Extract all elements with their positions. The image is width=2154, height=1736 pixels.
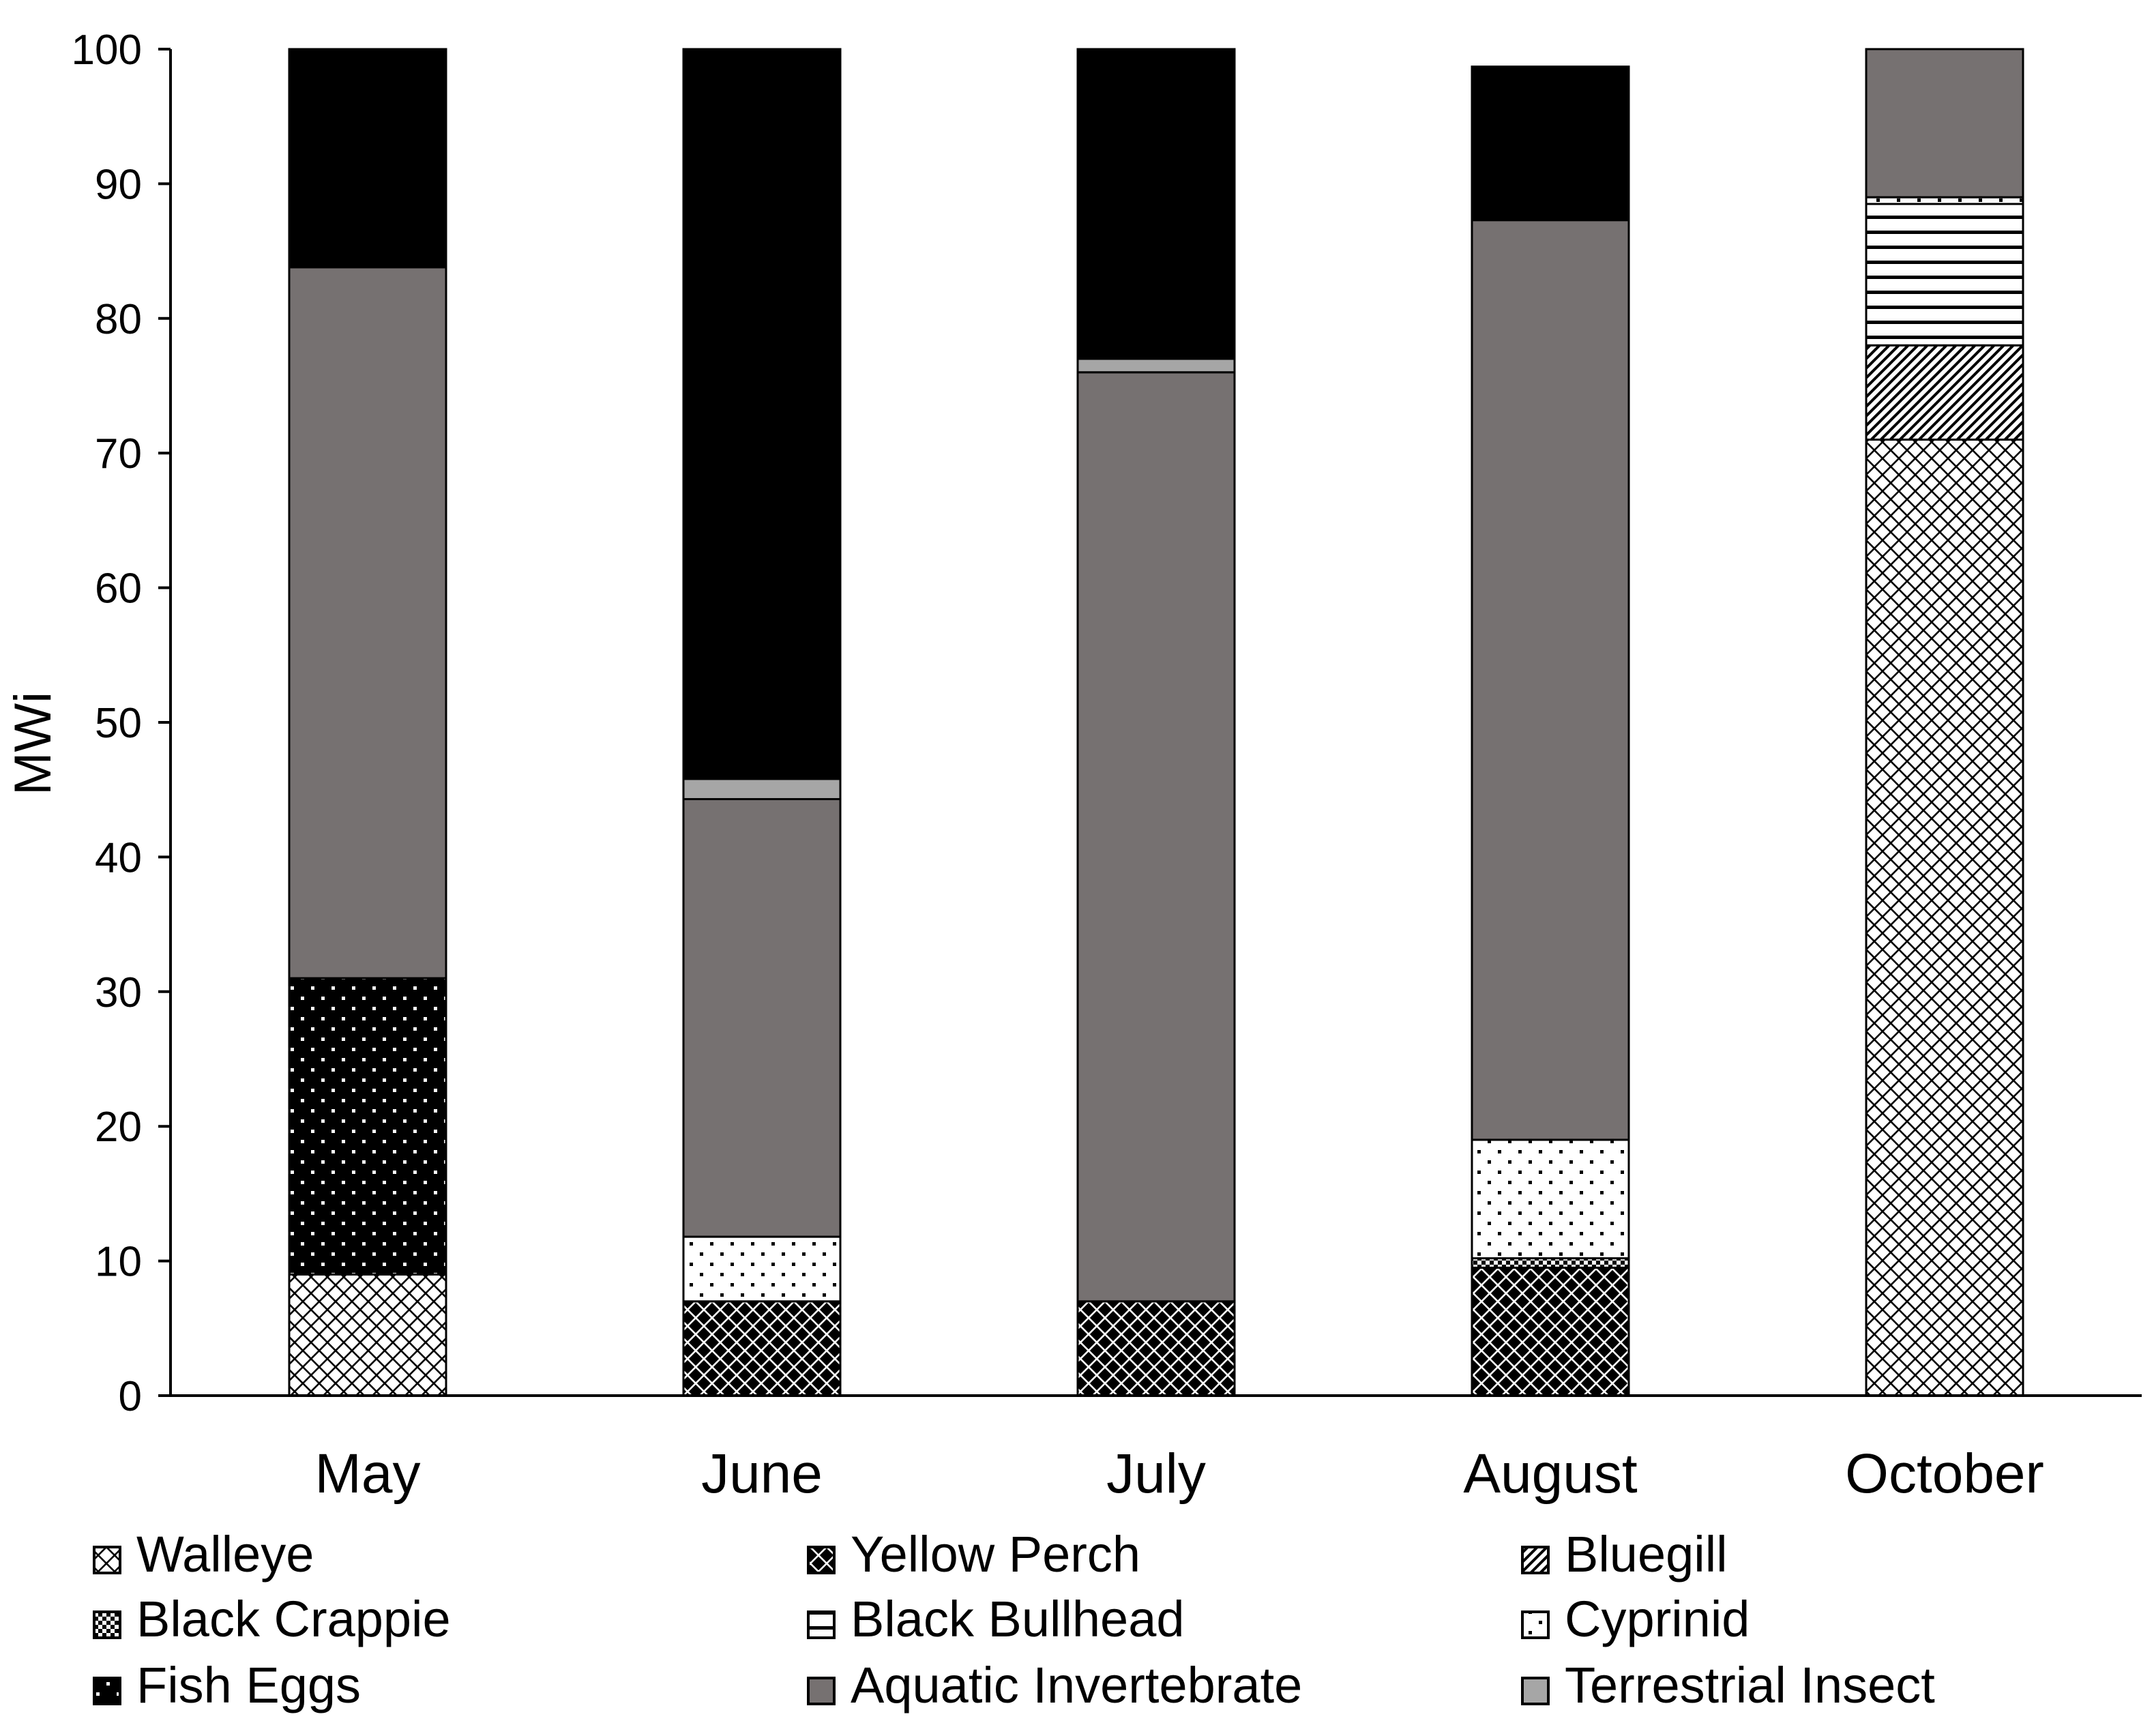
y-tick-label: 0	[119, 1373, 142, 1420]
bar-october-bluegill	[1865, 344, 2024, 441]
legend-label-walleye: Walleye	[136, 1526, 314, 1583]
y-tick-label: 90	[95, 161, 142, 208]
legend-label-yellow-perch: Yellow Perch	[851, 1526, 1140, 1583]
legend-label-cyprinid: Cyprinid	[1565, 1591, 1750, 1647]
bar-may-walleye	[288, 1273, 447, 1397]
y-tick-label: 50	[95, 700, 142, 747]
legend-label-black-crappie: Black Crappie	[136, 1591, 451, 1647]
bar-july-terrestrial-insect	[1076, 357, 1236, 374]
x-tick-label: August	[1463, 1443, 1638, 1505]
y-tick-label: 40	[95, 834, 142, 881]
legend-swatch-walleye	[93, 1546, 121, 1574]
legend: Walleye Yellow Perch Bluegill Black Crappie…	[93, 1526, 1935, 1713]
legend-label-aquatic-invertebrate: Aquatic Invertebrate	[851, 1657, 1302, 1713]
legend-swatch-black-bullhead	[807, 1610, 836, 1639]
legend-label-black-bullhead: Black Bullhead	[851, 1591, 1185, 1647]
y-tick-label: 100	[72, 27, 142, 74]
x-tick-label: May	[315, 1443, 421, 1505]
y-tick-label: 20	[95, 1104, 142, 1151]
legend-swatch-yellow-perch	[807, 1546, 836, 1574]
x-tick-label: June	[701, 1443, 823, 1505]
legend-swatch-cyprinid	[1521, 1610, 1550, 1639]
bar-august-black-crappie	[1471, 1257, 1630, 1269]
bar-july-aquatic-invertebrate	[1076, 371, 1236, 1303]
bar-october-aquatic-invertebrate	[1865, 48, 2024, 198]
legend-swatch-black-crappie	[93, 1610, 121, 1639]
bars-layer	[288, 48, 2024, 1397]
bar-may-fish-eggs	[288, 977, 447, 1276]
legend-label-bluegill: Bluegill	[1565, 1526, 1728, 1583]
y-axis-label: MWi	[4, 692, 62, 795]
bar-may-aquatic-invertebrate	[288, 266, 447, 980]
y-tick-label: 10	[95, 1239, 142, 1286]
bar-august-cyprinid	[1471, 1138, 1630, 1260]
y-tick-label: 30	[95, 969, 142, 1016]
bar-june-aquatic-invertebrate	[682, 798, 842, 1238]
bar-july-other	[1076, 48, 1236, 360]
bar-august-other	[1471, 65, 1630, 222]
bar-may-other	[288, 48, 447, 269]
legend-swatch-terrestrial-insect	[1521, 1677, 1550, 1705]
y-tick-label: 80	[95, 296, 142, 343]
legend-swatch-aquatic-invertebrate	[807, 1677, 836, 1705]
legend-swatch-fish-eggs	[93, 1677, 121, 1705]
legend-label-terrestrial-insect: Terrestrial Insect	[1565, 1657, 1935, 1713]
bar-october-black-bullhead	[1865, 203, 2024, 347]
bar-june-cyprinid	[682, 1235, 842, 1303]
bar-august-yellow-perch	[1471, 1266, 1630, 1397]
bar-august-aquatic-invertebrate	[1471, 219, 1630, 1141]
y-tick-label: 70	[95, 430, 142, 477]
axes: 0 10 20 30 40 50 60 70 80 90 100 May June July August O…	[72, 27, 2142, 1505]
x-tick-label: July	[1106, 1443, 1206, 1505]
legend-label-fish-eggs: Fish Eggs	[136, 1657, 361, 1713]
x-tick-label: October	[1845, 1443, 2044, 1505]
bar-october-walleye	[1865, 438, 2024, 1397]
bar-june-yellow-perch	[682, 1300, 842, 1397]
bar-june-other	[682, 48, 842, 780]
bar-july-yellow-perch	[1076, 1300, 1236, 1397]
bar-june-terrestrial-insect	[682, 778, 842, 801]
y-tick-label: 60	[95, 565, 142, 613]
legend-swatch-bluegill	[1521, 1546, 1550, 1574]
